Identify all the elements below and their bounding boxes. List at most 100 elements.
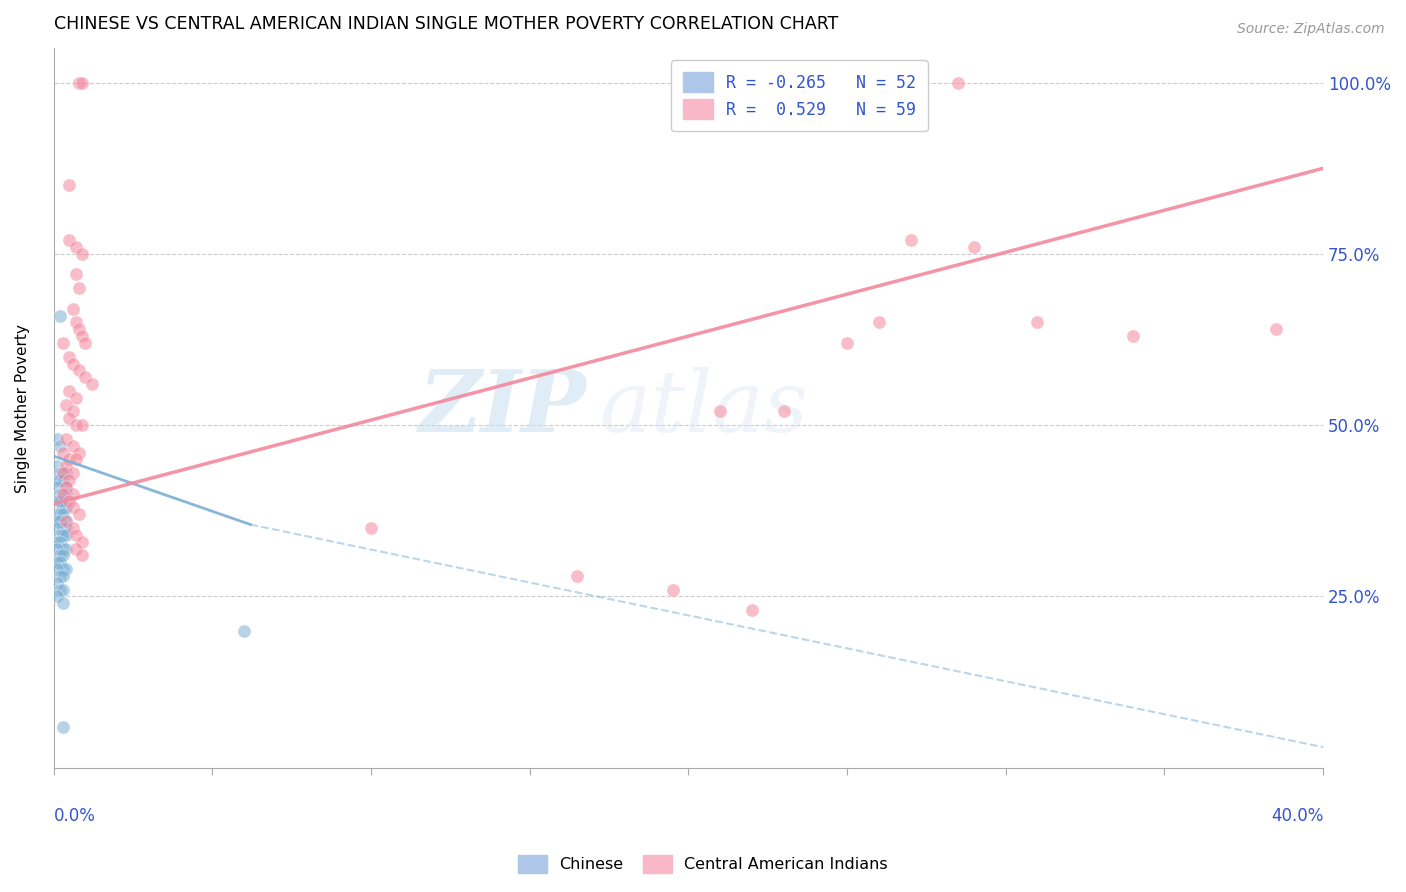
- Point: [52, 528, 75, 542]
- Point: [45, 508, 67, 522]
- Point: [67, 281, 90, 295]
- Point: [55, 541, 77, 556]
- Point: [49, 534, 72, 549]
- Point: [55, 500, 77, 515]
- Point: [45, 432, 67, 446]
- Point: [52, 486, 75, 500]
- Point: [45, 562, 67, 576]
- Point: [1264, 322, 1286, 336]
- Point: [55, 486, 77, 500]
- Point: [65, 315, 87, 329]
- Point: [55, 459, 77, 474]
- Point: [55, 480, 77, 494]
- Point: [49, 528, 72, 542]
- Point: [772, 404, 794, 418]
- Legend: Chinese, Central American Indians: Chinese, Central American Indians: [512, 848, 894, 880]
- Point: [49, 466, 72, 480]
- Point: [65, 452, 87, 467]
- Point: [45, 459, 67, 474]
- Point: [52, 466, 75, 480]
- Point: [70, 329, 93, 343]
- Point: [45, 590, 67, 604]
- Point: [70, 247, 93, 261]
- Point: [1122, 329, 1144, 343]
- Point: [65, 418, 87, 433]
- Point: [58, 350, 80, 364]
- Point: [67, 508, 90, 522]
- Point: [49, 309, 72, 323]
- Point: [52, 521, 75, 535]
- Point: [58, 233, 80, 247]
- Point: [45, 575, 67, 590]
- Point: [58, 178, 80, 193]
- Point: [70, 534, 93, 549]
- Point: [62, 500, 84, 515]
- Point: [70, 418, 93, 433]
- Point: [1026, 315, 1049, 329]
- Point: [75, 370, 97, 384]
- Point: [70, 549, 93, 563]
- Point: [55, 562, 77, 576]
- Point: [62, 357, 84, 371]
- Point: [360, 521, 382, 535]
- Point: [52, 336, 75, 351]
- Point: [45, 514, 67, 528]
- Point: [52, 500, 75, 515]
- Point: [55, 521, 77, 535]
- Point: [49, 439, 72, 453]
- Point: [52, 582, 75, 597]
- Point: [58, 452, 80, 467]
- Point: [58, 411, 80, 425]
- Point: [67, 76, 90, 90]
- Point: [52, 508, 75, 522]
- Point: [65, 240, 87, 254]
- Point: [52, 541, 75, 556]
- Point: [65, 391, 87, 405]
- Point: [52, 596, 75, 610]
- Point: [52, 466, 75, 480]
- Point: [45, 473, 67, 487]
- Point: [67, 363, 90, 377]
- Point: [835, 336, 858, 351]
- Point: [52, 569, 75, 583]
- Point: [45, 521, 67, 535]
- Point: [67, 322, 90, 336]
- Point: [49, 473, 72, 487]
- Point: [49, 514, 72, 528]
- Point: [58, 473, 80, 487]
- Text: ZIP: ZIP: [419, 367, 586, 450]
- Legend: R = -0.265   N = 52, R =  0.529   N = 59: R = -0.265 N = 52, R = 0.529 N = 59: [671, 61, 928, 131]
- Point: [900, 76, 922, 90]
- Point: [49, 493, 72, 508]
- Point: [62, 486, 84, 500]
- Point: [946, 76, 969, 90]
- Point: [49, 555, 72, 569]
- Point: [45, 480, 67, 494]
- Text: atlas: atlas: [599, 367, 808, 450]
- Text: Source: ZipAtlas.com: Source: ZipAtlas.com: [1237, 22, 1385, 37]
- Point: [55, 480, 77, 494]
- Point: [55, 514, 77, 528]
- Point: [45, 541, 67, 556]
- Point: [55, 528, 77, 542]
- Point: [45, 493, 67, 508]
- Point: [49, 549, 72, 563]
- Point: [709, 404, 731, 418]
- Point: [52, 562, 75, 576]
- Point: [58, 493, 80, 508]
- Point: [661, 582, 683, 597]
- Point: [45, 534, 67, 549]
- Point: [963, 240, 986, 254]
- Point: [65, 268, 87, 282]
- Point: [900, 233, 922, 247]
- Point: [62, 301, 84, 316]
- Text: 0.0%: 0.0%: [53, 807, 96, 825]
- Point: [55, 432, 77, 446]
- Point: [49, 569, 72, 583]
- Point: [52, 549, 75, 563]
- Point: [62, 404, 84, 418]
- Point: [65, 528, 87, 542]
- Point: [58, 384, 80, 398]
- Point: [65, 541, 87, 556]
- Point: [75, 336, 97, 351]
